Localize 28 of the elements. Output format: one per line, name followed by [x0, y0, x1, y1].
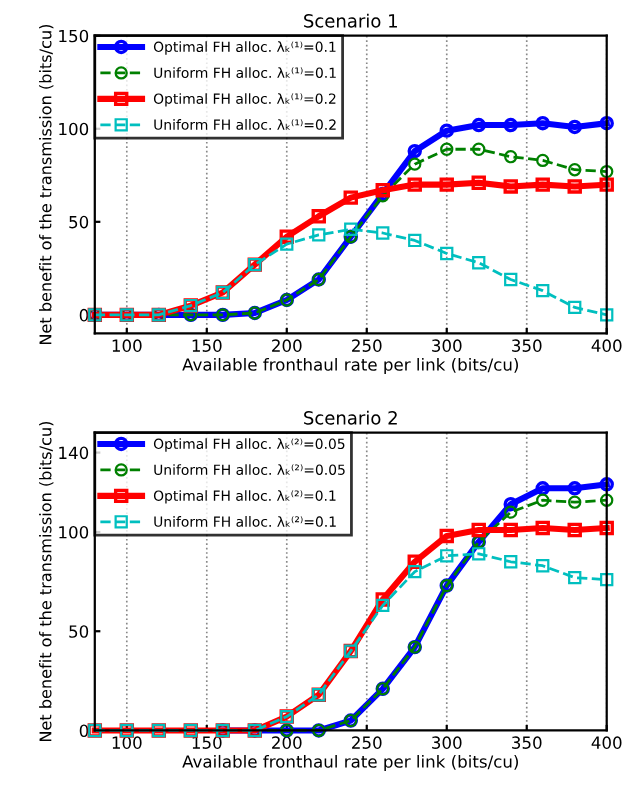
chart-title: Scenario 2 — [304, 410, 397, 425]
x-tick-label: 250 — [352, 339, 382, 352]
x-tick-label: 100 — [112, 736, 142, 749]
x-axis-title: Available fronthaul rate per link (bits/cu) — [182, 754, 518, 772]
y-tick-label: 140 — [59, 446, 89, 460]
y-tick-label: 150 — [59, 29, 89, 43]
y-tick-label: 50 — [69, 625, 89, 638]
chart-title: Scenario 1 — [304, 13, 397, 28]
y-tick-label: 0 — [79, 724, 89, 738]
y-tick-label: 100 — [59, 525, 89, 539]
x-tick-label: 150 — [192, 339, 222, 352]
y-axis-title: Net benefit of the transmission (bits/cu) — [39, 24, 54, 345]
x-tick-label: 200 — [272, 736, 302, 749]
x-tick-label: 100 — [112, 339, 142, 352]
x-tick-label: 300 — [432, 736, 462, 749]
x-tick-label: 400 — [591, 736, 622, 749]
y-tick-label: 50 — [69, 215, 89, 229]
x-tick-label: 400 — [591, 339, 622, 352]
x-tick-label: 150 — [192, 736, 222, 749]
x-tick-label: 300 — [432, 339, 462, 352]
x-tick-label: 200 — [272, 339, 302, 352]
x-tick-label: 350 — [512, 339, 542, 352]
x-tick-label: 350 — [512, 736, 542, 749]
x-tick-label: 250 — [352, 736, 382, 749]
x-axis-title: Available fronthaul rate per link (bits/cu) — [182, 357, 518, 375]
y-axis-title: Net benefit of the transmission (bits/cu) — [39, 421, 54, 742]
y-tick-label: 100 — [59, 122, 89, 136]
y-tick-label: 0 — [79, 308, 89, 322]
